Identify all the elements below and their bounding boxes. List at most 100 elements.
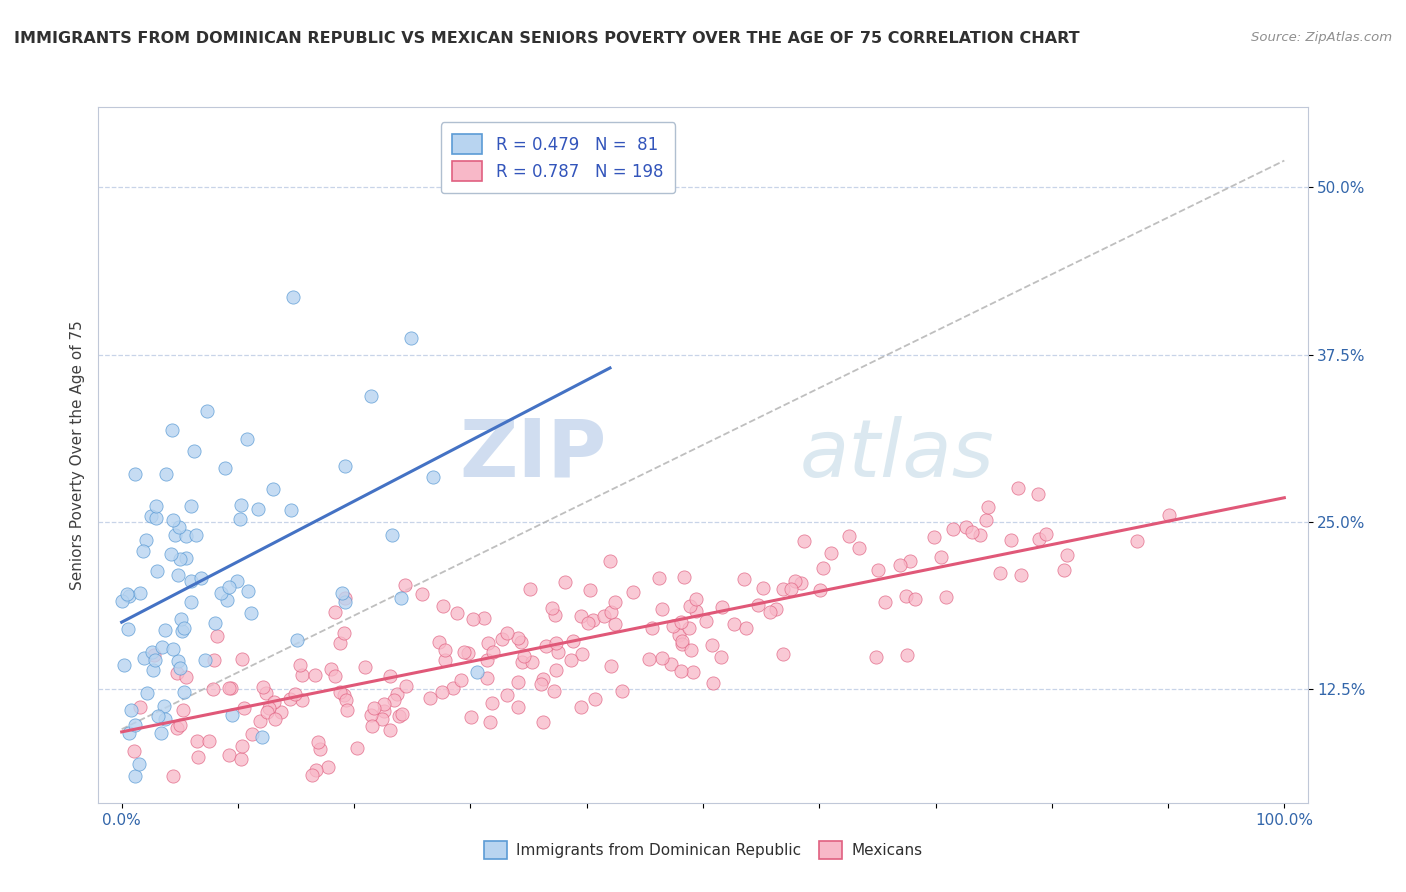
Point (465, 665, 488, 679)
Point (229, 751, 252, 765)
Point (170, 624, 193, 639)
Point (236, 432, 259, 446)
Point (873, 595, 896, 609)
Point (252, 731, 274, 745)
Point (217, 592, 239, 607)
Point (162, 641, 184, 656)
Point (793, 533, 815, 548)
Point (218, 748, 240, 763)
Point (441, 681, 464, 695)
Point (225, 574, 247, 588)
Point (838, 528, 860, 542)
Point (291, 692, 314, 706)
Point (173, 685, 195, 699)
Point (153, 698, 176, 713)
Point (143, 653, 166, 667)
Point (214, 461, 236, 475)
Point (236, 584, 259, 599)
Point (1028, 532, 1050, 546)
Point (257, 701, 280, 715)
Point (173, 621, 195, 635)
Point (579, 583, 602, 598)
Point (122, 744, 145, 758)
Point (510, 635, 533, 649)
Point (519, 582, 541, 596)
Point (146, 708, 169, 723)
Point (124, 718, 146, 732)
Text: IMMIGRANTS FROM DOMINICAN REPUBLIC VS MEXICAN SENIORS POVERTY OVER THE AGE OF 75: IMMIGRANTS FROM DOMINICAN REPUBLIC VS ME… (14, 31, 1080, 46)
Point (669, 615, 692, 630)
Point (316, 759, 339, 773)
Point (460, 710, 482, 724)
Point (172, 703, 194, 717)
Point (496, 688, 519, 702)
Point (333, 595, 356, 609)
Point (673, 570, 696, 584)
Point (603, 594, 626, 608)
Point (790, 576, 813, 591)
Point (179, 595, 201, 609)
Point (1053, 563, 1076, 577)
Point (783, 574, 806, 589)
Point (942, 522, 965, 536)
Point (336, 703, 359, 717)
Point (252, 681, 274, 695)
Point (169, 551, 191, 566)
Point (974, 513, 997, 527)
Point (149, 726, 172, 740)
Point (391, 707, 413, 722)
Point (898, 554, 921, 568)
Point (531, 714, 554, 729)
Point (165, 528, 187, 542)
Point (506, 700, 529, 714)
Point (695, 615, 717, 629)
Point (544, 663, 567, 677)
Point (360, 389, 382, 403)
Point (373, 697, 395, 711)
Point (752, 581, 775, 595)
Point (935, 591, 957, 605)
Point (249, 714, 271, 729)
Point (186, 734, 208, 748)
Point (346, 740, 368, 755)
Point (233, 700, 256, 714)
Point (378, 723, 401, 738)
Point (593, 609, 616, 624)
Point (531, 672, 554, 686)
Point (169, 661, 191, 675)
Point (582, 613, 605, 627)
Point (530, 677, 553, 691)
Point (772, 648, 794, 662)
Point (685, 591, 707, 606)
Point (387, 687, 409, 701)
Point (202, 653, 225, 667)
Point (231, 739, 253, 754)
Point (128, 756, 150, 771)
Point (205, 629, 228, 643)
Point (153, 623, 176, 637)
Point (461, 612, 484, 626)
Point (702, 638, 724, 652)
Point (1159, 508, 1181, 522)
Point (1126, 534, 1149, 549)
Y-axis label: Seniors Poverty Over the Age of 75: Seniors Poverty Over the Age of 75 (69, 320, 84, 590)
Point (554, 575, 576, 590)
Point (482, 645, 505, 659)
Point (1010, 568, 1032, 582)
Point (866, 563, 889, 577)
Point (111, 594, 134, 608)
Point (239, 607, 262, 621)
Point (922, 530, 945, 544)
Point (360, 707, 382, 722)
Point (124, 467, 146, 481)
Point (848, 541, 870, 555)
Point (651, 651, 673, 665)
Point (319, 662, 342, 676)
Point (896, 648, 918, 662)
Point (710, 650, 733, 665)
Point (180, 499, 202, 513)
Point (145, 564, 167, 578)
Point (139, 509, 162, 524)
Point (117, 622, 139, 636)
Point (153, 712, 176, 726)
